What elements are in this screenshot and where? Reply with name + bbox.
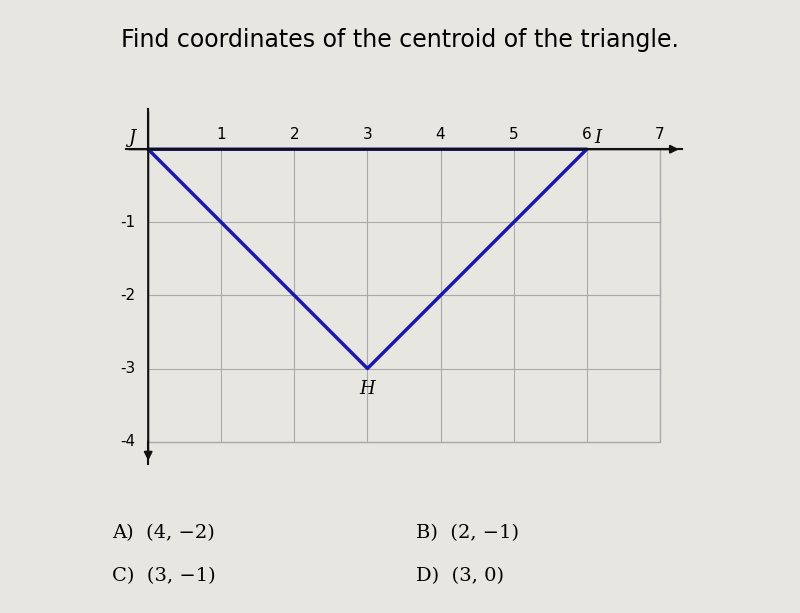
Text: Find coordinates of the centroid of the triangle.: Find coordinates of the centroid of the … bbox=[121, 28, 679, 51]
Text: D)  (3, 0): D) (3, 0) bbox=[416, 567, 504, 585]
Text: -3: -3 bbox=[120, 361, 135, 376]
Text: -1: -1 bbox=[120, 215, 135, 230]
Bar bbox=[148, 149, 660, 441]
Text: C)  (3, −1): C) (3, −1) bbox=[112, 567, 216, 585]
Text: 2: 2 bbox=[290, 127, 299, 142]
Text: B)  (2, −1): B) (2, −1) bbox=[416, 524, 519, 543]
Text: 7: 7 bbox=[655, 127, 665, 142]
Text: I: I bbox=[594, 129, 602, 147]
Text: 4: 4 bbox=[436, 127, 446, 142]
Text: H: H bbox=[359, 380, 375, 398]
Text: 5: 5 bbox=[509, 127, 518, 142]
Text: -2: -2 bbox=[120, 288, 135, 303]
Text: 3: 3 bbox=[362, 127, 372, 142]
Text: 6: 6 bbox=[582, 127, 591, 142]
Text: 1: 1 bbox=[217, 127, 226, 142]
Text: A)  (4, −2): A) (4, −2) bbox=[112, 524, 214, 543]
Text: -4: -4 bbox=[120, 434, 135, 449]
Text: J: J bbox=[129, 129, 136, 147]
